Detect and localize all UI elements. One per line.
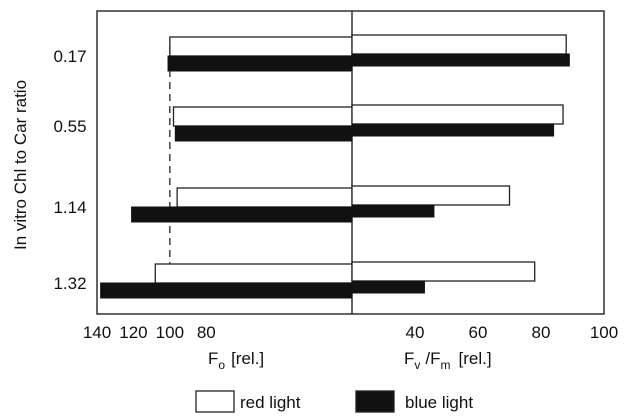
x-axis-title-fvfm: Fv/Fm [rel.] xyxy=(404,349,492,372)
x-tick-label-fvfm: 40 xyxy=(406,323,425,342)
bar-fvfm-blue-light xyxy=(351,123,555,137)
plot-border xyxy=(96,10,605,315)
legend-label-blue-light: blue light xyxy=(405,393,473,412)
x-axis-title-fv-sub: v xyxy=(414,358,420,372)
x-tick-label-fo: 120 xyxy=(119,323,147,342)
y-axis-title: In vitro Chl to Car ratio xyxy=(11,80,30,250)
x-axis-title-fm-main: /F xyxy=(425,349,440,368)
bar-fo-red-light xyxy=(154,263,353,284)
y-tick-label: 0.17 xyxy=(53,47,86,66)
legend-swatch-blue-light xyxy=(355,390,395,413)
y-tick-label: 1.14 xyxy=(53,198,86,217)
legend-swatch-red-light xyxy=(195,390,235,413)
fo-panel xyxy=(100,36,353,299)
bar-fo-blue-light xyxy=(167,55,353,72)
bar-fvfm-blue-light xyxy=(351,280,425,294)
bar-fvfm-blue-light xyxy=(351,204,435,218)
bar-fo-red-light xyxy=(172,106,353,127)
x-axis-title-fm-sub: m xyxy=(441,358,451,372)
x-tick-label-fvfm: 60 xyxy=(469,323,488,342)
bar-fvfm-red-light xyxy=(351,261,536,282)
bar-fo-blue-light xyxy=(174,125,353,142)
x-axis-title-fo-sub: o xyxy=(218,358,225,372)
legend: red light blue light xyxy=(195,390,473,413)
bar-fo-red-light xyxy=(176,187,353,208)
y-axis: 0.17 0.55 1.14 1.32 In vitro Chl to Car rati… xyxy=(11,47,87,293)
y-tick-label: 0.55 xyxy=(53,117,86,136)
y-tick-label: 1.32 xyxy=(53,274,86,293)
x-axis-labels: 140 120 100 80 40 60 80 100 Fo [rel.] Fv/Fm [rel.] xyxy=(83,323,618,372)
x-tick-label-fo: 100 xyxy=(156,323,184,342)
bar-fo-blue-light xyxy=(100,282,353,299)
x-axis-title-fo-main: F xyxy=(208,349,218,368)
bar-fvfm-red-light xyxy=(351,185,511,206)
x-axis-title-fvfm-unit: [rel.] xyxy=(459,349,492,368)
fv-fm-panel xyxy=(351,34,570,294)
bar-fo-red-light xyxy=(169,36,353,57)
x-axis-title-fv-main: F xyxy=(404,349,414,368)
x-tick-label-fo: 80 xyxy=(197,323,216,342)
x-tick-label-fvfm: 80 xyxy=(532,323,551,342)
x-axis-title-fo: Fo [rel.] xyxy=(208,349,264,372)
bar-fvfm-red-light xyxy=(351,104,564,125)
x-tick-label-fo: 140 xyxy=(83,323,111,342)
x-tick-label-fvfm: 100 xyxy=(590,323,618,342)
legend-label-red-light: red light xyxy=(240,393,301,412)
bar-fvfm-red-light xyxy=(351,34,567,55)
bar-fo-blue-light xyxy=(131,206,353,223)
x-axis-title-fo-unit: [rel.] xyxy=(231,349,264,368)
bar-fvfm-blue-light xyxy=(351,53,570,67)
